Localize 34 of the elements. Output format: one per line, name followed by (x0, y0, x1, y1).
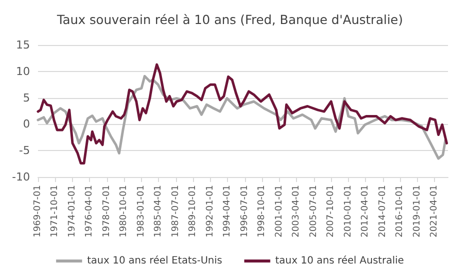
x-tick-label: 2016-10-01 (395, 185, 406, 238)
chart-title: Taux souverain réel à 10 ans (Fred, Banque d'Australie) (56, 12, 403, 27)
x-tick-label: 1983-01-01 (136, 185, 146, 238)
x-tick-label: 2003-04-01 (292, 185, 302, 238)
y-tick-label: 15 (16, 38, 30, 52)
legend-label: taux 10 ans réel Etats-Unis (87, 256, 222, 266)
y-tick-label: 5 (23, 91, 30, 104)
y-tick-label: -5 (19, 144, 30, 158)
x-tick-label: 1994-04-01 (222, 185, 233, 238)
y-tick-label: 0 (23, 118, 30, 131)
x-tick-label: 1974-01-01 (68, 185, 78, 238)
x-tick-label: 1969-07-01 (33, 185, 43, 238)
x-tick-label: 1978-07-01 (102, 185, 112, 238)
x-tick-label: 2012-04-01 (360, 185, 371, 238)
x-tick-label: 1976-04-01 (84, 185, 95, 238)
x-tick-label: 2021-04-01 (430, 185, 440, 238)
x-tick-label: 2001-01-01 (274, 185, 284, 238)
x-tick-label: 1987-07-01 (170, 185, 181, 238)
x-tick-label: 1996-07-01 (240, 185, 250, 238)
x-tick-label: 1985-04-01 (154, 185, 164, 238)
x-tick-label: 2005-07-01 (308, 185, 319, 238)
x-tick-label: 1992-01-01 (205, 185, 216, 238)
y-tick-label: -10 (12, 170, 30, 184)
x-tick-label: 1998-10-01 (257, 185, 268, 238)
x-tick-label: 1971-10-01 (50, 185, 60, 238)
y-tick-label: 10 (16, 64, 30, 78)
x-tick-label: 1989-10-01 (188, 185, 198, 238)
x-tick-label: 2014-07-01 (378, 185, 388, 238)
x-tick-label: 2007-10-01 (326, 185, 336, 238)
x-tick-label: 1980-10-01 (119, 185, 130, 238)
x-tick-label: 2019-01-01 (412, 185, 422, 238)
x-tick-label: 2010-01-01 (343, 185, 354, 238)
line-series (36, 63, 448, 165)
legend-label: taux 10 ans réel Australie (275, 256, 404, 266)
